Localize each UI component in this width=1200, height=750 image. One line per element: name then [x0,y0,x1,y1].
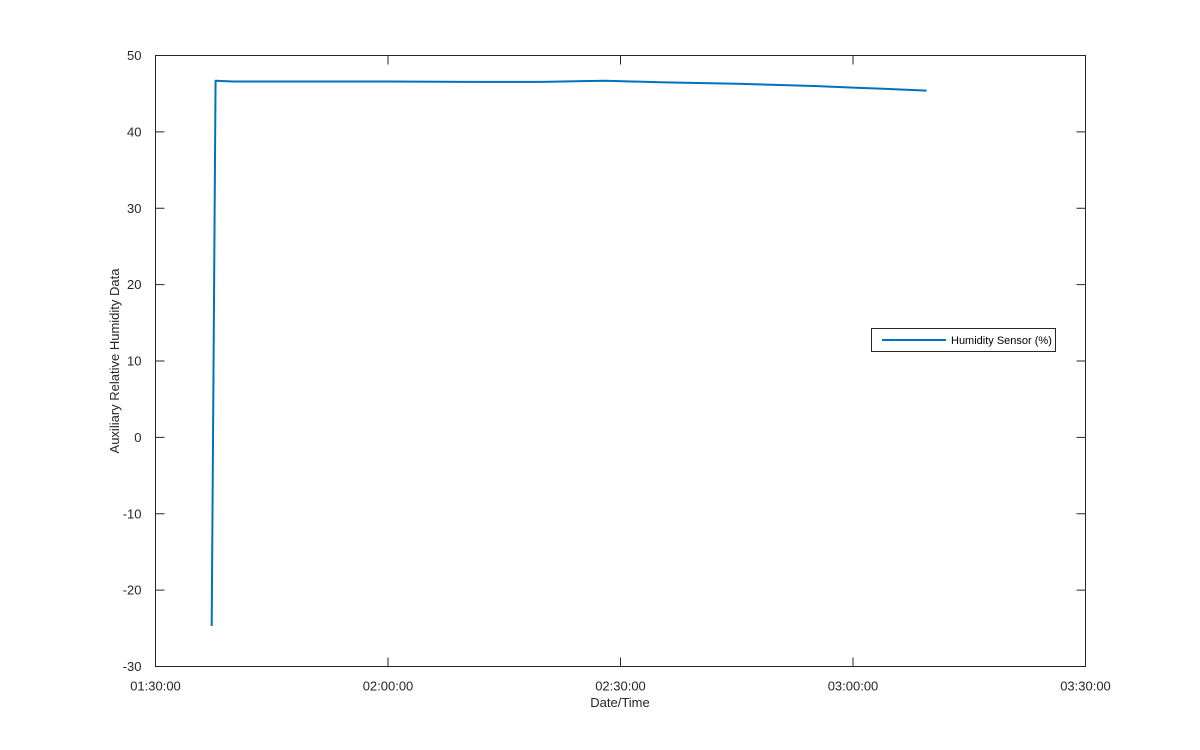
legend: Humidity Sensor (%) [871,328,1056,352]
plot-frame [155,55,1086,667]
y-tick-label: -20 [123,583,142,598]
y-tick-label: 30 [127,201,141,216]
y-tick-label: 0 [134,430,141,445]
x-tick-label: 02:30:00 [595,679,646,694]
y-tick-label: -10 [123,506,142,521]
y-tick-label: 50 [127,48,141,63]
legend-entry-humidity-sensor: Humidity Sensor (%) [951,335,1052,347]
x-axis-label: Date/Time [590,695,649,710]
series-line-humidity-sensor [210,79,927,627]
x-tick-label: 03:00:00 [828,679,879,694]
x-tick-label: 01:30:00 [130,679,181,694]
x-tick-label: 02:00:00 [363,679,414,694]
legend-box [871,328,1056,352]
y-tick-label: -30 [123,659,142,674]
tick-marks [155,55,1086,667]
tick-labels: 01:30:00 02:00:00 02:30:00 03:00:00 03:30:00… [123,48,1111,694]
series-layer [210,79,927,627]
y-axis-label: Auxiliary Relative Humidity Data [107,268,122,454]
y-tick-label: 40 [127,124,141,139]
y-tick-label: 10 [127,354,141,369]
x-tick-label: 03:30:00 [1060,679,1111,694]
y-tick-label: 20 [127,277,141,292]
